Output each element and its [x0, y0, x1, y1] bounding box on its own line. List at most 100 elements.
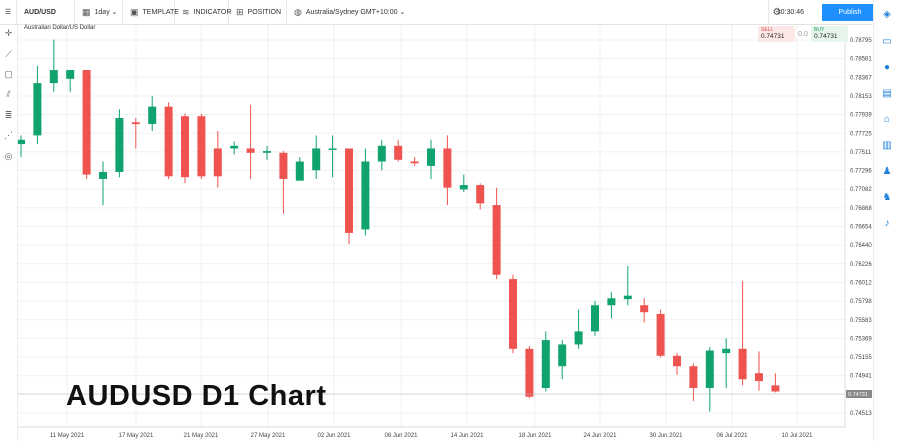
x-tick-label: 02 Jun 2021 — [317, 433, 351, 439]
y-tick-label: 0.74513 — [850, 411, 872, 417]
layout-icon[interactable]: ▭ — [882, 36, 892, 47]
bell-icon[interactable]: ♪ — [884, 218, 890, 229]
template-button[interactable]: ▣ TEMPLATE — [123, 0, 179, 24]
x-tick-label: 11 May 2021 — [50, 433, 85, 439]
symbol-selector[interactable]: AUD/USD — [17, 0, 75, 24]
candle-body — [574, 331, 583, 345]
gear-icon[interactable]: ⚙ — [772, 6, 782, 18]
user-icon[interactable]: ♟ — [882, 166, 892, 177]
candle-body — [312, 148, 321, 171]
crosshair-icon[interactable]: ✛ — [4, 28, 13, 38]
position-button[interactable]: ⊞ POSITION — [229, 0, 287, 24]
template-label: TEMPLATE — [142, 8, 179, 16]
x-tick-label: 08 Jun 2021 — [384, 433, 418, 439]
y-tick-label: 0.77296 — [850, 169, 872, 175]
globe-icon: ◍ — [294, 6, 302, 17]
y-tick-label: 0.75369 — [850, 336, 872, 342]
fibonacci-icon[interactable]: ≣ — [4, 110, 13, 120]
candle-body — [492, 205, 501, 275]
y-tick-label: 0.75583 — [850, 318, 872, 324]
timezone-selector[interactable]: ◍ Australia/Sydney GMT+10:00 ⌄ — [294, 6, 406, 17]
candle-body — [66, 70, 75, 79]
users-icon[interactable]: ♞ — [882, 192, 892, 203]
menu-icon[interactable]: ☰ — [0, 0, 17, 24]
x-tick-label: 18 Jun 2021 — [518, 433, 552, 439]
candle-body — [394, 145, 403, 160]
candle-body — [99, 171, 107, 179]
y-tick-label: 0.77511 — [850, 150, 872, 156]
candle-body — [427, 148, 435, 166]
candle-body — [771, 385, 780, 392]
buy-label: BUY — [814, 27, 825, 33]
candle-body — [164, 106, 173, 177]
right-sidebar: ◈ ▭ ● ▤ ⌂ ▥ ♟ ♞ ♪ — [873, 0, 900, 441]
y-tick-label: 0.78367 — [850, 75, 872, 81]
candle-body — [591, 305, 599, 332]
candle-body — [541, 340, 550, 388]
idea-icon[interactable]: ● — [883, 62, 891, 73]
candle-body — [525, 348, 534, 397]
drawing-toolbar: ✛ ⟋ ▢ ⫽ ≣ ⋰ ◎ — [0, 25, 18, 441]
x-tick-label: 24 Jun 2021 — [583, 433, 617, 439]
candle-body — [345, 148, 353, 233]
indicator-icon: ≋ — [182, 6, 190, 17]
candle-body — [131, 122, 140, 125]
pattern-icon[interactable]: ⋰ — [4, 130, 13, 140]
x-tick-label: 14 Jun 2021 — [450, 433, 484, 439]
candle-body — [230, 145, 239, 149]
candle-body — [49, 70, 58, 84]
buy-button[interactable]: BUY 0.74731 — [811, 26, 848, 42]
y-tick-label: 0.76012 — [850, 280, 872, 286]
x-tick-label: 17 May 2021 — [119, 433, 154, 439]
channel-icon[interactable]: ⫽ — [6, 89, 11, 99]
candle-body — [279, 152, 288, 179]
y-tick-label: 0.77725 — [850, 131, 872, 137]
candle-body — [82, 70, 91, 175]
y-tick-label: 0.78581 — [850, 57, 872, 63]
marker-icon[interactable]: ◎ — [4, 151, 13, 161]
y-tick-label: 0.78153 — [850, 94, 872, 100]
candle-body — [361, 161, 370, 230]
trendline-icon[interactable]: ⟋ — [5, 49, 12, 59]
last-price-label: 0.74731 — [848, 392, 868, 398]
timeframe-selector[interactable]: ▦ 1day ⌄ — [75, 0, 123, 24]
position-label: POSITION — [247, 8, 281, 16]
candle-body — [509, 279, 517, 349]
candle-body — [295, 161, 304, 181]
sell-price: 0.74731 — [761, 33, 785, 40]
candle-body — [722, 348, 731, 354]
candle-body — [181, 116, 189, 178]
y-tick-label: 0.76440 — [850, 243, 872, 249]
y-tick-label: 0.76654 — [850, 225, 872, 231]
candle-body — [738, 348, 747, 380]
candle-body — [755, 373, 763, 382]
candle-body — [476, 185, 485, 204]
instrument-title: Australian Dollar/US Dollar — [24, 25, 96, 31]
alert-icon[interactable]: ⌂ — [883, 114, 891, 125]
sell-button[interactable]: SELL 0.74731 — [758, 26, 795, 42]
sell-label: SELL — [761, 27, 774, 33]
y-tick-label: 0.75798 — [850, 299, 872, 305]
y-tick-label: 0.77939 — [850, 113, 872, 119]
candle-body — [115, 117, 124, 172]
candle-body — [640, 305, 649, 313]
symbol-label: AUD/USD — [24, 8, 56, 16]
x-tick-label: 21 May 2021 — [184, 433, 219, 439]
publish-button[interactable]: Publish — [822, 4, 878, 21]
candle-body — [656, 313, 665, 356]
indicator-button[interactable]: ≋ INDICATOR — [175, 0, 231, 24]
y-tick-label: 0.77082 — [850, 187, 872, 193]
rectangle-icon[interactable]: ▢ — [4, 69, 13, 79]
position-icon: ⊞ — [236, 6, 244, 17]
layers-icon[interactable]: ◈ — [883, 9, 891, 20]
y-tick-label: 0.74941 — [850, 374, 872, 380]
candle-body — [705, 350, 714, 388]
candle-body — [443, 148, 452, 188]
candle-body — [17, 139, 25, 145]
chart-icon[interactable]: ▥ — [882, 140, 892, 151]
clock: 10:30:46 — [767, 0, 812, 24]
calendar-icon[interactable]: ▤ — [882, 88, 892, 99]
overlay-title: AUDUSD D1 Chart — [66, 380, 327, 412]
candle-body — [377, 145, 386, 162]
